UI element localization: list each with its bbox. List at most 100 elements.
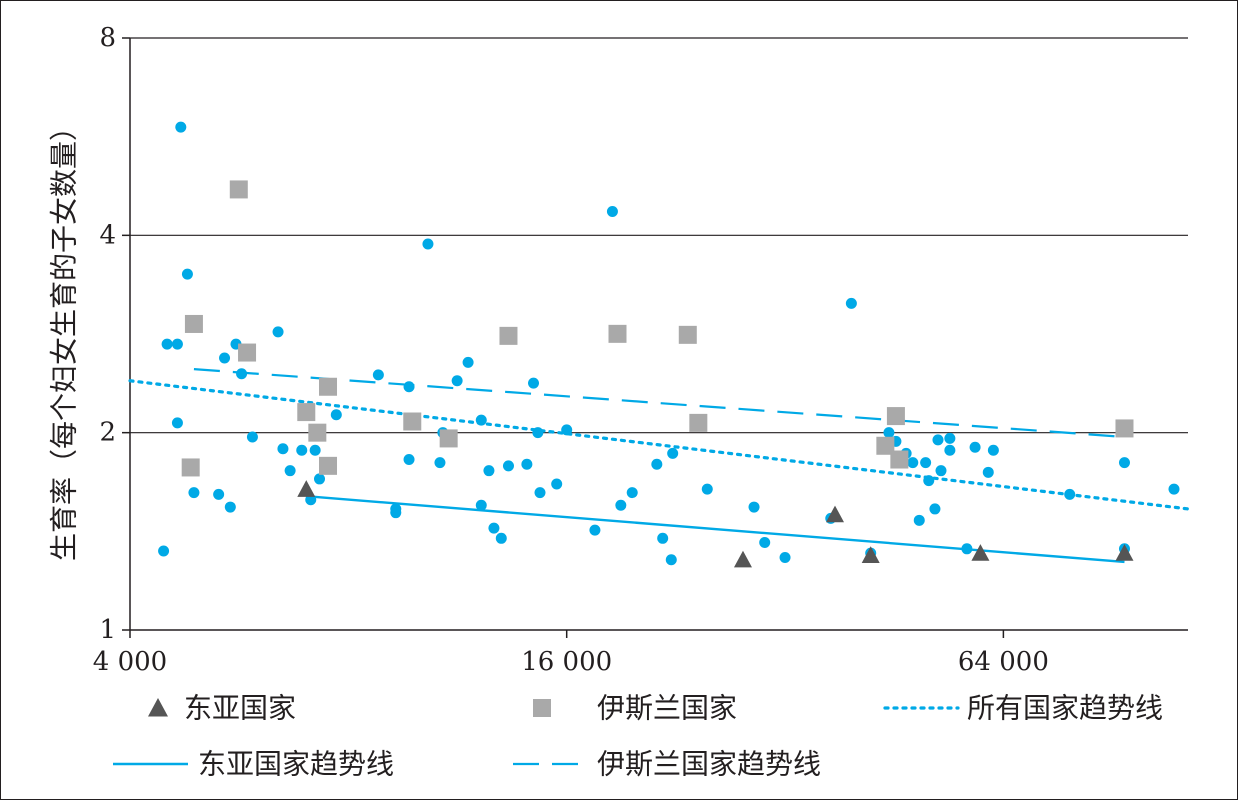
country-point: [475, 499, 487, 511]
east-asia-country-point: [733, 550, 752, 568]
islamic-country-point: [403, 412, 422, 431]
islamic-country-point: [689, 413, 708, 432]
country-point: [175, 121, 187, 133]
country-point: [551, 478, 563, 490]
grid-lines: [130, 37, 1188, 434]
country-point: [403, 381, 415, 393]
islamic-country-point: [890, 450, 909, 469]
country-point: [521, 458, 533, 470]
country-point: [615, 499, 627, 511]
country-point: [961, 543, 973, 555]
country-point: [475, 414, 487, 426]
legend-triangle-icon: [148, 698, 168, 717]
country-point: [483, 465, 495, 477]
islamic-country-point: [886, 407, 905, 426]
country-point: [224, 501, 236, 513]
legend-label: 东亚国家: [184, 692, 296, 725]
country-point: [372, 369, 384, 381]
country-point: [932, 434, 944, 446]
country-point: [462, 356, 474, 368]
country-point: [561, 424, 573, 436]
islamic-country-point: [308, 423, 327, 442]
islamic-country-point: [229, 180, 248, 199]
islamic-country-point: [319, 456, 338, 475]
country-point: [1168, 483, 1180, 495]
country-point: [272, 326, 284, 338]
country-point: [759, 536, 771, 548]
country-point: [330, 409, 342, 421]
east-asia-country-point: [297, 480, 316, 497]
legend-item-east-asia: 东亚国家: [148, 692, 296, 725]
x-tick-label: 64 000: [958, 647, 1049, 677]
trend-east-asia-line: [306, 494, 1125, 564]
east-asia-country-point: [826, 505, 845, 523]
country-point: [913, 514, 925, 526]
country-point: [667, 447, 679, 459]
country-point: [748, 501, 760, 513]
x-tick-label: 16 000: [521, 647, 612, 677]
country-point: [488, 522, 500, 534]
country-point: [158, 545, 170, 557]
country-point: [403, 454, 415, 466]
country-point: [305, 494, 317, 506]
country-point: [390, 507, 402, 519]
islamic-country-point: [499, 326, 518, 345]
islamic-country-point: [184, 314, 203, 333]
axes: [122, 37, 1188, 638]
country-point: [219, 352, 231, 364]
tick-labels: 1 2 4 8 4 000 16 000 64 000: [93, 23, 1049, 677]
country-point: [451, 375, 463, 387]
trend-all-line: [128, 379, 1190, 511]
y-axis-title: 生育率（每个妇女生育的子女数量）: [48, 113, 81, 561]
country-point: [845, 297, 857, 309]
country-point: [944, 432, 956, 444]
country-point: [534, 487, 546, 499]
country-point: [665, 554, 677, 566]
islamic-country-point: [608, 324, 627, 343]
country-point: [1064, 488, 1076, 500]
country-point: [935, 465, 947, 477]
legend-item-trend-east-asia: 东亚国家趋势线: [113, 748, 394, 781]
country-point: [920, 457, 932, 469]
islamic-country-point: [297, 403, 316, 422]
islamic-country-point: [238, 343, 257, 362]
country-point: [606, 205, 618, 217]
country-point: [213, 488, 225, 500]
country-point: [495, 532, 507, 544]
country-point: [181, 268, 193, 280]
country-point: [296, 444, 308, 456]
country-point: [502, 460, 514, 472]
country-point: [626, 487, 638, 499]
country-point: [171, 338, 183, 350]
country-point: [309, 444, 321, 456]
country-point: [246, 431, 258, 443]
x-tick-label: 4 000: [93, 647, 167, 677]
country-point: [944, 444, 956, 456]
country-point: [779, 552, 791, 564]
country-point: [188, 487, 200, 499]
east-asia-country-point: [1115, 544, 1134, 561]
east-asia-country-point: [971, 544, 990, 561]
y-tick-label: 8: [99, 23, 116, 53]
islamic-country-point: [319, 377, 338, 396]
country-point: [883, 427, 895, 439]
legend-label: 所有国家趋势线: [967, 692, 1163, 725]
country-point: [923, 475, 935, 487]
country-point: [982, 466, 994, 478]
data-points: [158, 121, 1180, 568]
country-point: [589, 524, 601, 536]
country-point: [929, 503, 941, 515]
country-point: [657, 532, 669, 544]
legend-label: 东亚国家趋势线: [198, 748, 394, 781]
country-point: [171, 417, 183, 429]
country-point: [284, 465, 296, 477]
country-point: [528, 377, 540, 389]
country-point: [969, 441, 981, 453]
country-point: [1118, 457, 1130, 469]
country-point: [434, 457, 446, 469]
legend-item-trend-all: 所有国家趋势线: [883, 692, 1163, 725]
y-tick-label: 4: [99, 220, 116, 250]
trend-lines: [128, 368, 1190, 564]
